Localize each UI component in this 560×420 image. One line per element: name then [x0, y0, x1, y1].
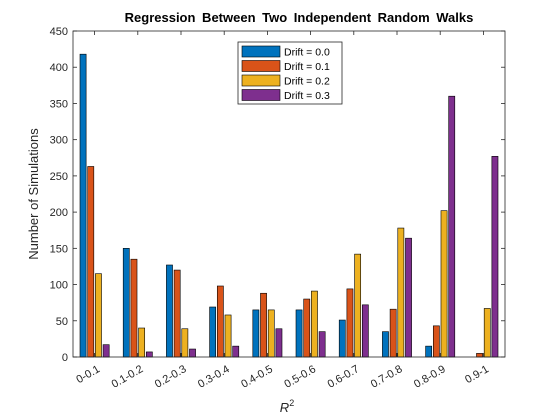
bar-0.6-0.7-series-3	[361, 304, 369, 358]
bar-0.7-0.8-series-3	[405, 237, 412, 358]
legend-entry-3: Drift = 0.3	[284, 90, 330, 102]
y-tick-label: 400	[50, 62, 68, 74]
bar-0.6-0.7-series-0	[338, 319, 346, 358]
legend-entry-1: Drift = 0.1	[284, 61, 330, 73]
bar-0.8-0.9-series-3	[448, 95, 456, 358]
bar-0.4-0.5-series-2	[267, 309, 275, 358]
chart-title: Regression Between Two Independent Rando…	[125, 10, 474, 25]
x-axis-label-superscript: 2	[289, 398, 294, 408]
bar-0.2-0.3-series-1	[173, 269, 181, 358]
bar-0.4-0.5-series-1	[260, 292, 267, 358]
bar-0.9-1-series-3	[491, 156, 499, 358]
plot-frame	[72, 30, 506, 358]
bar-0.7-0.8-series-0	[382, 331, 389, 358]
y-tick-label: 200	[50, 207, 68, 219]
bar-0.5-0.6-series-2	[311, 290, 318, 358]
y-tick-label: 300	[50, 135, 68, 147]
bar-0.5-0.6-series-1	[303, 298, 311, 358]
bar-0.5-0.6-series-3	[318, 331, 326, 358]
legend-entry-0: Drift = 0.0	[284, 47, 330, 59]
bar-0-0.1-series-3	[102, 344, 110, 358]
bar-0.8-0.9-series-1	[432, 325, 440, 358]
bar-0-0.1-series-0	[79, 53, 87, 358]
bar-0.1-0.2-series-0	[122, 248, 130, 358]
bar-0.1-0.2-series-1	[130, 258, 138, 358]
y-tick-label: 450	[50, 26, 68, 38]
legend-entry-2: Drift = 0.2	[284, 76, 330, 88]
bar-0.6-0.7-series-2	[354, 253, 362, 358]
legend: Drift = 0.0 Drift = 0.1 Drift = 0.2 Drift =…	[237, 41, 343, 105]
bar-0.7-0.8-series-2	[397, 227, 405, 358]
legend-swatch-1	[241, 60, 281, 72]
bar-0.1-0.2-series-2	[138, 327, 146, 358]
y-tick-label: 50	[56, 316, 68, 328]
bar-0.8-0.9-series-2	[440, 210, 448, 358]
y-tick-label: 0	[62, 352, 68, 364]
bar-0.4-0.5-series-3	[275, 328, 283, 358]
bar-0.8-0.9-series-0	[425, 345, 433, 358]
y-tick-label: 150	[50, 243, 68, 255]
x-axis-label: R2	[280, 398, 294, 415]
y-tick-label: 100	[50, 280, 68, 292]
y-tick-label: 350	[50, 98, 68, 110]
legend-swatch-3	[241, 89, 281, 101]
y-tick-label: 250	[50, 171, 68, 183]
bar-0-0.1-series-2	[95, 273, 102, 358]
bar-0.1-0.2-series-3	[145, 351, 153, 358]
x-axis-label-base: R	[280, 400, 289, 415]
legend-swatch-0	[241, 45, 281, 58]
bar-0.9-1-series-2	[483, 308, 491, 358]
bar-0.3-0.4-series-3	[232, 345, 240, 358]
bar-0.6-0.7-series-1	[346, 288, 354, 358]
bar-0-0.1-series-1	[87, 166, 95, 358]
bar-0.5-0.6-series-0	[295, 309, 303, 358]
bar-0.2-0.3-series-0	[166, 264, 173, 358]
bar-0.2-0.3-series-2	[181, 328, 189, 358]
bar-0.3-0.4-series-0	[209, 306, 217, 358]
bar-0.4-0.5-series-0	[252, 309, 260, 358]
y-axis: 0 50 100 150 200 250 300 350 400 450	[50, 26, 505, 364]
bar-0.3-0.4-series-2	[224, 314, 232, 358]
y-axis-label: Number of Simulations	[26, 128, 41, 260]
bar-0.9-1-series-1	[476, 353, 483, 358]
bar-0.3-0.4-series-1	[216, 285, 224, 358]
legend-swatch-2	[241, 74, 281, 87]
bars-group	[79, 53, 499, 358]
bar-0.2-0.3-series-3	[189, 348, 196, 358]
bar-0.7-0.8-series-1	[389, 308, 397, 358]
